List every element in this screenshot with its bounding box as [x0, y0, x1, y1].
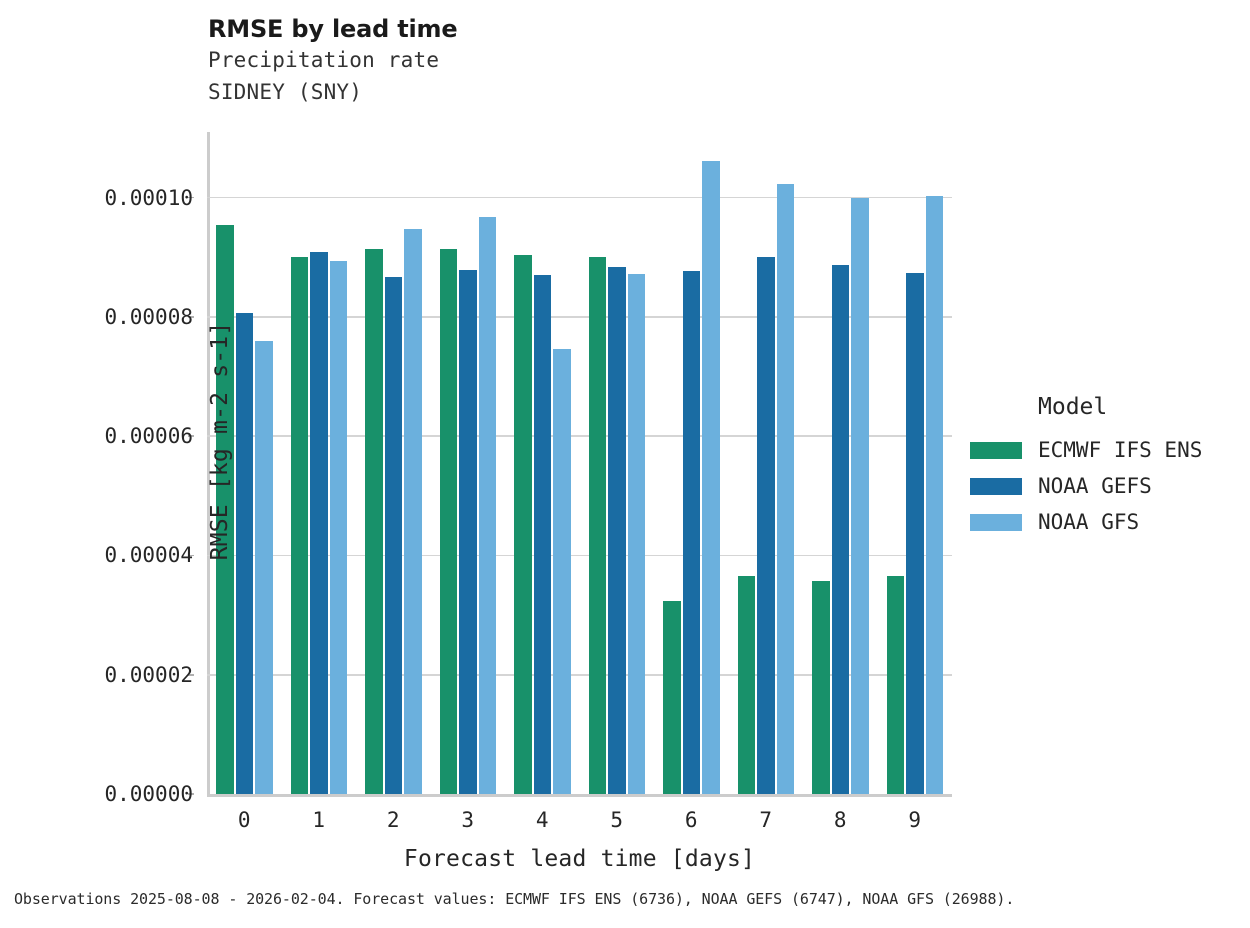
legend-item-1[interactable]: NOAA GEFS [970, 468, 1250, 504]
bar[interactable] [290, 257, 308, 794]
bar[interactable] [255, 341, 273, 794]
legend-title: Model [1038, 394, 1108, 420]
bar[interactable] [608, 266, 626, 794]
y-axis-title: RMSE [kg m-2 s-1] [207, 321, 233, 561]
y-tick-label: 0.00010 [104, 185, 193, 210]
legend-item-0[interactable]: ECMWF IFS ENS [970, 432, 1250, 468]
bar[interactable] [737, 575, 755, 794]
y-tick-mark [188, 196, 194, 199]
y-tick-mark [188, 554, 194, 557]
legend-swatch-icon [970, 441, 1022, 459]
y-tick-label: 0.00008 [104, 304, 193, 329]
bar[interactable] [925, 196, 943, 794]
legend-item-label: NOAA GFS [1038, 510, 1140, 534]
gridline [207, 673, 952, 676]
legend-entries: ECMWF IFS ENS NOAA GEFS NOAA GFS [970, 432, 1250, 540]
legend: Model ECMWF IFS ENS NOAA GEFS NOAA GFS [970, 392, 1250, 540]
plot-area: 0.00000 0.00002 0.00004 0.00006 0.00008 0.000… [104, 132, 952, 872]
x-tick-label: 7 [759, 808, 773, 832]
x-tick-label: 9 [908, 808, 922, 832]
y-tick-mark [188, 673, 194, 676]
bar[interactable] [757, 257, 775, 794]
bar[interactable] [310, 251, 328, 794]
bar[interactable] [588, 257, 606, 794]
y-axis-spine [207, 132, 210, 794]
footer-note: Observations 2025-08-08 - 2026-02-04. Fo… [14, 890, 1015, 908]
y-axis-tick-labels: 0.00000 0.00002 0.00004 0.00006 0.00008 0.000… [104, 132, 207, 805]
bar[interactable] [812, 580, 830, 794]
legend-swatch-icon [970, 477, 1022, 495]
gridline [207, 554, 952, 557]
bar[interactable] [514, 255, 532, 794]
x-tick-label: 6 [684, 808, 698, 832]
bar[interactable] [851, 198, 869, 794]
legend-item-2[interactable]: NOAA GFS [970, 504, 1250, 540]
page-title: RMSE by lead time [208, 15, 458, 43]
bar[interactable] [235, 313, 253, 794]
y-tick-mark [188, 435, 194, 437]
x-axis-title: Forecast lead time [days] [403, 846, 756, 872]
bar[interactable] [886, 575, 904, 794]
legend-item-label: ECMWF IFS ENS [1038, 438, 1203, 462]
x-axis-spine [207, 794, 952, 797]
gridline [207, 435, 952, 437]
legend-item-label: NOAA GEFS [1038, 474, 1152, 498]
x-tick-label: 2 [386, 808, 400, 832]
bar[interactable] [533, 275, 551, 794]
bar[interactable] [831, 265, 849, 794]
bar[interactable] [682, 270, 700, 794]
y-tick-label: 0.00000 [104, 782, 193, 806]
bar[interactable] [663, 600, 681, 794]
y-tick-label: 0.00004 [104, 543, 193, 568]
y-tick-label: 0.00006 [104, 424, 193, 449]
bar[interactable] [478, 217, 496, 794]
x-tick-label: 1 [312, 808, 326, 832]
bar[interactable] [553, 348, 571, 794]
bar[interactable] [439, 248, 457, 794]
x-tick-label: 3 [461, 808, 475, 832]
bar[interactable] [776, 183, 794, 794]
chart-station-label: SIDNEY (SNY) [208, 80, 363, 104]
bar[interactable] [702, 160, 720, 794]
x-tick-label: 0 [237, 808, 251, 832]
bar[interactable] [404, 229, 422, 794]
y-tick-mark [188, 316, 194, 318]
legend-swatch-icon [970, 513, 1022, 531]
y-tick-mark [188, 793, 194, 795]
y-tick-label: 0.00002 [104, 662, 193, 687]
bar[interactable] [627, 273, 645, 794]
gridline [207, 196, 952, 199]
bar[interactable] [906, 273, 924, 794]
x-tick-label: 5 [610, 808, 624, 832]
bar[interactable] [216, 225, 234, 794]
bar[interactable] [459, 269, 477, 794]
chart-subtitle: Precipitation rate [208, 48, 440, 72]
bar[interactable] [384, 276, 402, 794]
x-tick-label: 8 [833, 808, 847, 832]
bar[interactable] [329, 260, 347, 794]
x-tick-label: 4 [535, 808, 549, 832]
bar[interactable] [365, 248, 383, 794]
title-block: RMSE by lead time Precipitation rate SID… [208, 14, 908, 108]
gridline [207, 316, 952, 318]
